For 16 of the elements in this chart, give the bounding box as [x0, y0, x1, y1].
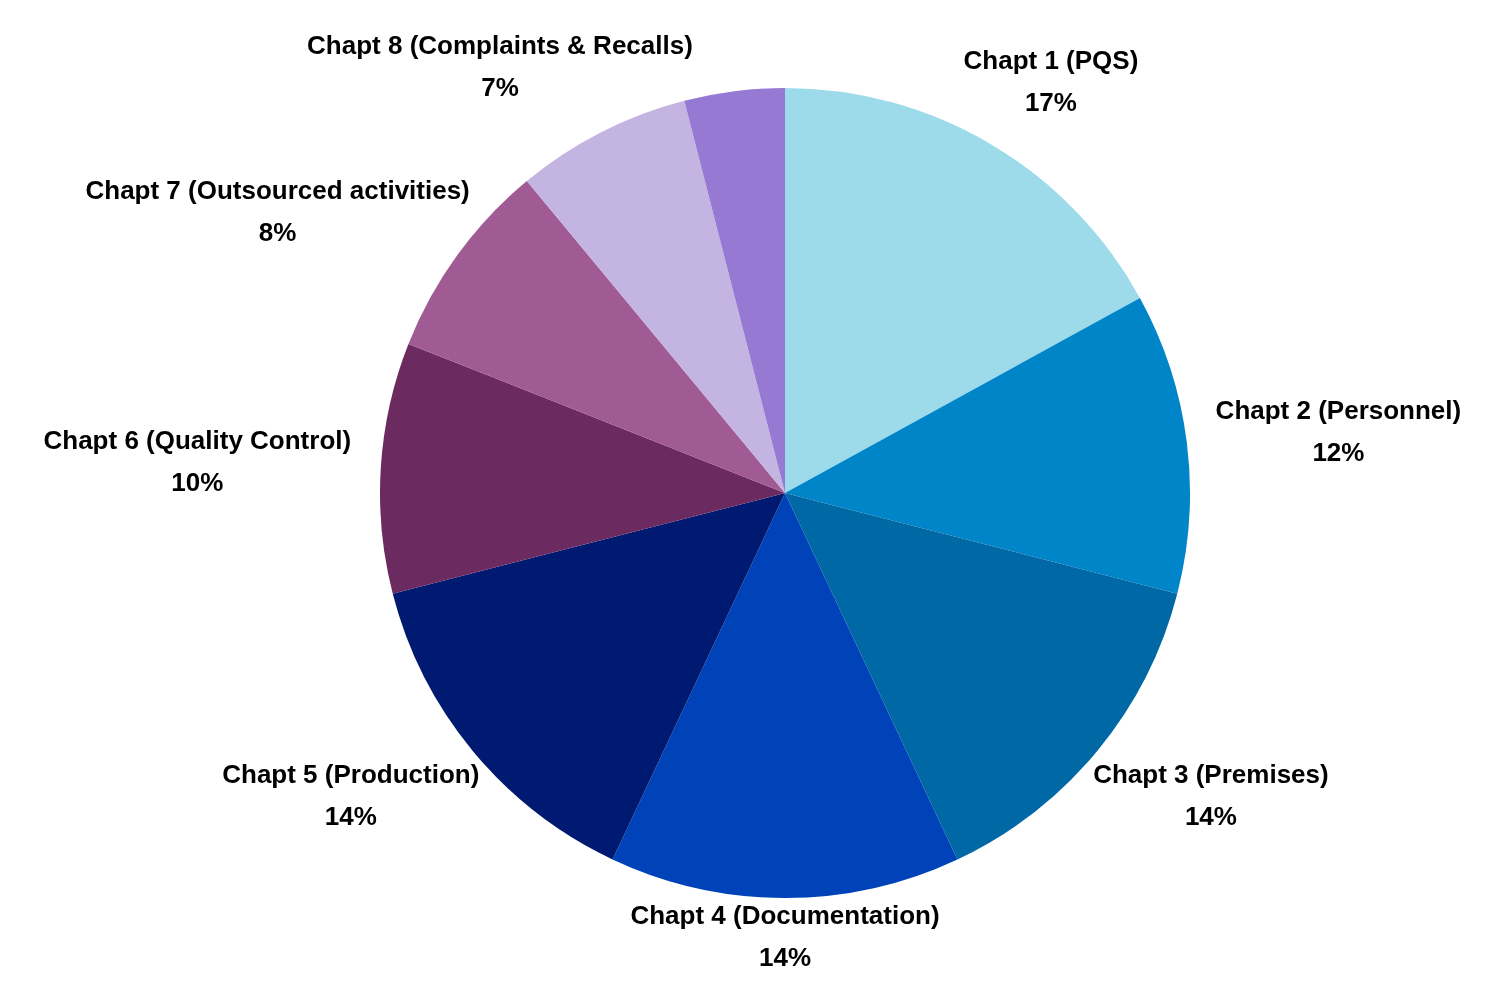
data-label: 10%	[171, 467, 224, 498]
data-label: 8%	[258, 216, 297, 247]
data-label: 14%	[758, 942, 812, 973]
slice-label: Chapt 8 (Complaints & Recalls)	[307, 30, 693, 61]
data-label: 14%	[324, 801, 377, 832]
slice-label: Chapt 3 (Premises)	[1093, 759, 1329, 790]
slice-label: Chapt 1 (PQS)	[963, 44, 1139, 75]
slice-label: Chapt 2 (Personnel)	[1215, 395, 1462, 426]
slice-label: Chapt 7 (Outsourced activities)	[85, 174, 470, 205]
data-label: 12%	[1312, 437, 1365, 468]
slice-label: Chapt 6 (Quality Control)	[43, 425, 352, 456]
data-label: 7%	[481, 72, 519, 103]
data-label: 14%	[1184, 801, 1237, 832]
data-label: 17%	[1024, 86, 1077, 117]
slice-label: Chapt 5 (Production)	[222, 759, 480, 790]
slice-label: Chapt 4 (Documentation)	[630, 900, 940, 931]
